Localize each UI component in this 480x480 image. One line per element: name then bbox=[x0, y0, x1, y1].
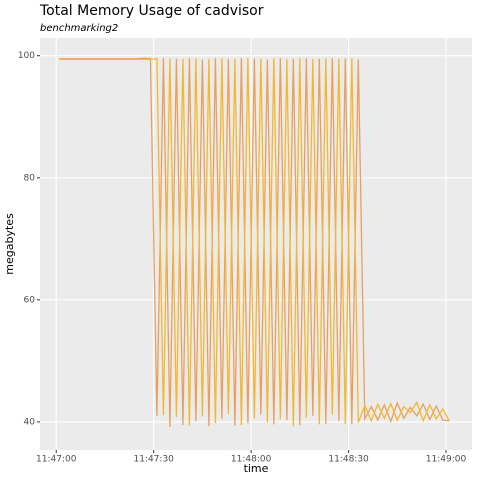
chart-title: Total Memory Usage of cadvisor bbox=[39, 3, 264, 19]
y-tick-label: 80 bbox=[24, 173, 36, 183]
x-tick-label: 11:49:00 bbox=[426, 455, 467, 465]
y-axis-title: megabytes bbox=[3, 213, 16, 275]
data-line bbox=[59, 58, 450, 427]
panel bbox=[40, 38, 472, 450]
chart-subtitle: benchmarking2 bbox=[40, 23, 118, 34]
x-tick-label: 11:48:30 bbox=[328, 455, 369, 465]
x-tick-label: 11:48:00 bbox=[231, 455, 272, 465]
x-axis-title: time bbox=[244, 462, 269, 475]
y-tick-label: 100 bbox=[18, 51, 35, 61]
y-tick-label: 40 bbox=[24, 417, 36, 427]
x-tick-label: 11:47:30 bbox=[133, 455, 174, 465]
y-tick-label: 60 bbox=[24, 295, 36, 305]
x-tick-label: 11:47:00 bbox=[36, 455, 77, 465]
